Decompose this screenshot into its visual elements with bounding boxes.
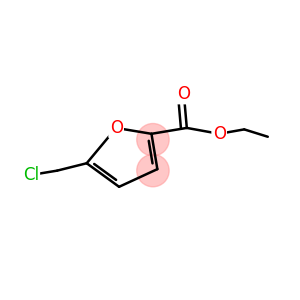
Text: Cl: Cl (23, 166, 39, 184)
Text: O: O (110, 119, 123, 137)
Text: O: O (177, 85, 190, 103)
Circle shape (137, 124, 169, 156)
Circle shape (137, 154, 169, 187)
Text: O: O (213, 125, 226, 143)
